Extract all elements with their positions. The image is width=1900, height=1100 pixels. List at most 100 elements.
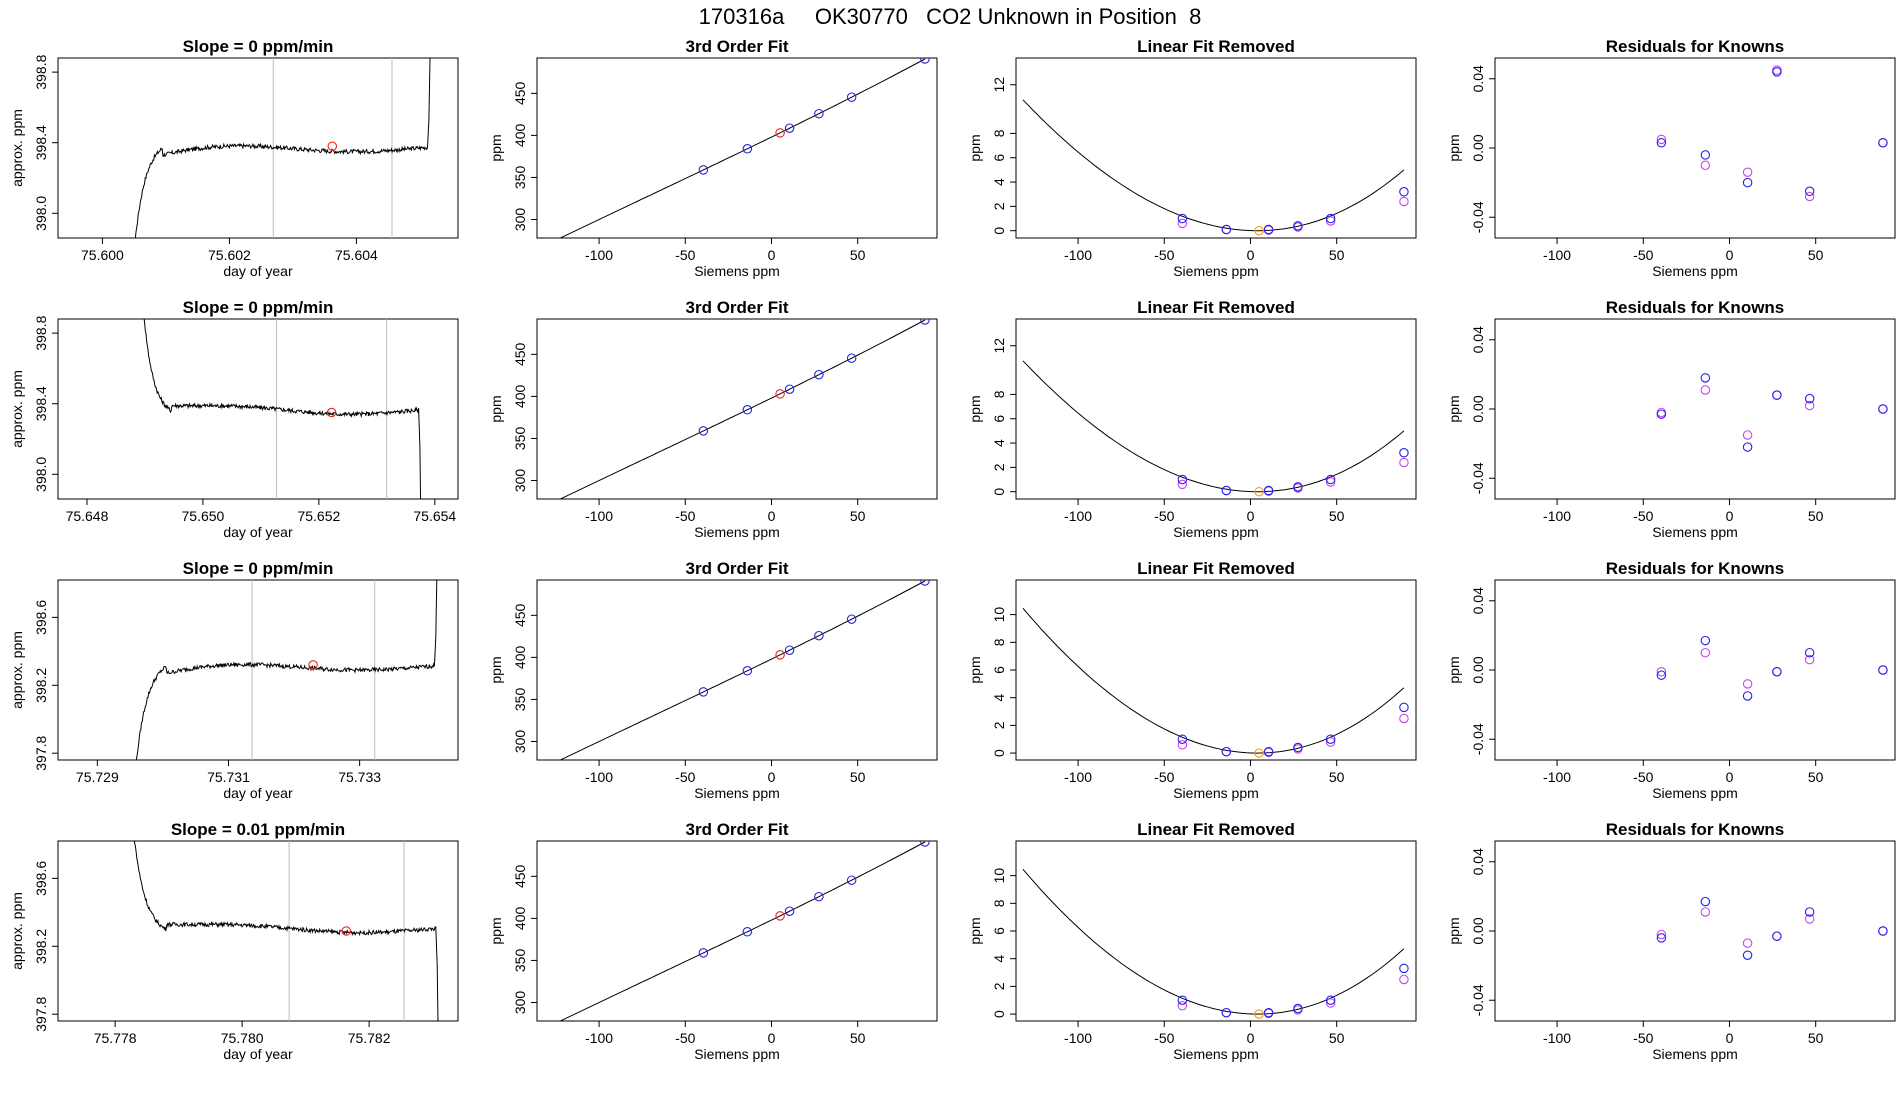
x-axis-label: Siemens ppm bbox=[1173, 785, 1259, 801]
plot-frame bbox=[536, 318, 938, 500]
y-axis-label: ppm bbox=[488, 134, 504, 161]
x-tick-label: 75.778 bbox=[94, 1030, 137, 1046]
x-tick-label: 50 bbox=[1329, 508, 1345, 524]
plot-area bbox=[1022, 99, 1409, 236]
known-standard-point bbox=[1399, 448, 1409, 458]
linear-fit-removed-plot: Linear Fit Removed -100 -50 0 50 0 2 4 6 8 12 Sieme… bbox=[967, 298, 1417, 540]
y-tick-label: 350 bbox=[512, 427, 528, 451]
x-tick-label: -100 bbox=[1543, 247, 1571, 263]
panel-title: Linear Fit Removed bbox=[1137, 298, 1295, 317]
x-tick-label: -100 bbox=[1064, 508, 1092, 524]
panel-title: Slope = 0.01 ppm/min bbox=[171, 820, 345, 839]
known-standard-point bbox=[1221, 746, 1232, 757]
panel-title: 3rd Order Fit bbox=[686, 37, 789, 56]
x-tick-label: -100 bbox=[585, 769, 613, 785]
residual-point-alt bbox=[1700, 907, 1711, 917]
known-point-alt bbox=[1399, 713, 1409, 724]
y-tick-label: 8 bbox=[991, 638, 1007, 646]
linear-fit-removed-plot: Linear Fit Removed -100 -50 0 50 0 2 4 6 8 10 Sieme… bbox=[967, 559, 1417, 801]
unknown-sample-point bbox=[1254, 225, 1264, 236]
residual-point bbox=[1772, 666, 1782, 677]
residuals-plot: Residuals for Knowns -100 -50 0 50 -0.04 0.00 0… bbox=[1446, 298, 1896, 540]
figure-row: Slope = 0 ppm/min 75.648 75.650 75.652 75.65… bbox=[9, 298, 1896, 540]
mean-point-marker bbox=[341, 926, 352, 936]
known-standard-point bbox=[1177, 734, 1188, 744]
known-point-alt bbox=[1177, 1001, 1188, 1011]
x-tick-label: 50 bbox=[1329, 247, 1345, 263]
x-tick-label: -100 bbox=[1543, 769, 1571, 785]
x-tick-label: 50 bbox=[1329, 769, 1345, 785]
y-tick-label: 450 bbox=[512, 603, 528, 627]
plot-area bbox=[1656, 635, 1888, 701]
known-standard-point bbox=[698, 426, 709, 436]
plot-area bbox=[133, 841, 439, 1021]
panel-title: Linear Fit Removed bbox=[1137, 559, 1295, 578]
x-axis-label: Siemens ppm bbox=[694, 785, 780, 801]
known-standard-point bbox=[784, 123, 795, 133]
x-tick-label: 50 bbox=[1808, 1030, 1824, 1046]
y-tick-label: 4 bbox=[991, 178, 1007, 186]
y-tick-label: 12 bbox=[991, 77, 1007, 93]
known-standard-point bbox=[784, 906, 795, 916]
y-tick-label: -0.04 bbox=[1470, 984, 1486, 1016]
fit-curve bbox=[559, 580, 926, 760]
residual-curve bbox=[1022, 99, 1405, 232]
y-tick-label: 398.2 bbox=[33, 668, 49, 703]
plot-frame bbox=[1494, 840, 1896, 1022]
y-tick-label: 398.0 bbox=[33, 196, 49, 231]
residual-point bbox=[1804, 647, 1815, 658]
residual-point bbox=[1656, 138, 1667, 148]
known-point-alt bbox=[1399, 974, 1409, 985]
x-tick-label: -50 bbox=[1633, 769, 1653, 785]
y-tick-label: 8 bbox=[991, 390, 1007, 398]
y-tick-label: 450 bbox=[512, 864, 528, 888]
residual-point bbox=[1656, 670, 1667, 680]
y-tick-label: 2 bbox=[991, 463, 1007, 471]
known-point-alt bbox=[1177, 479, 1188, 490]
timeseries-plot: Slope = 0 ppm/min 75.600 75.602 75.604 398.0… bbox=[9, 37, 459, 279]
known-standard-point bbox=[784, 645, 795, 655]
y-tick-label: -0.04 bbox=[1470, 723, 1486, 755]
residual-point bbox=[1804, 907, 1815, 917]
known-standard-point bbox=[814, 630, 824, 641]
x-tick-label: 50 bbox=[1808, 769, 1824, 785]
plot-frame bbox=[536, 840, 938, 1022]
y-tick-label: 0 bbox=[991, 749, 1007, 757]
plot-frame bbox=[57, 57, 459, 239]
x-tick-label: 0 bbox=[1247, 1030, 1255, 1046]
known-standard-point bbox=[920, 580, 930, 586]
known-standard-point bbox=[1293, 482, 1303, 492]
x-tick-label: 75.780 bbox=[221, 1030, 264, 1046]
known-standard-point bbox=[1325, 734, 1336, 744]
residual-point bbox=[1700, 896, 1711, 907]
y-tick-label: 398.4 bbox=[33, 125, 49, 160]
known-standard-point bbox=[920, 319, 930, 325]
known-standard-point bbox=[1221, 1007, 1232, 1018]
residual-point bbox=[1804, 186, 1815, 197]
y-axis-label: approx. ppm bbox=[9, 370, 25, 448]
known-standard-point bbox=[742, 144, 753, 154]
y-tick-label: 400 bbox=[512, 645, 528, 669]
residual-point bbox=[1772, 931, 1782, 941]
concentration-trace bbox=[134, 58, 431, 238]
known-point-alt bbox=[1399, 457, 1409, 468]
mean-point-marker bbox=[327, 141, 338, 151]
x-tick-label: -100 bbox=[1064, 769, 1092, 785]
residual-point bbox=[1804, 393, 1815, 404]
x-tick-label: -50 bbox=[1154, 247, 1174, 263]
x-tick-label: 75.733 bbox=[338, 769, 381, 785]
fit-curve bbox=[559, 319, 926, 499]
known-standard-point bbox=[814, 891, 824, 902]
plot-frame bbox=[57, 579, 459, 761]
known-standard-point bbox=[920, 841, 930, 847]
x-tick-label: -50 bbox=[1633, 508, 1653, 524]
y-axis-label: ppm bbox=[1446, 917, 1462, 944]
y-axis-label: ppm bbox=[1446, 134, 1462, 161]
y-tick-label: 350 bbox=[512, 949, 528, 973]
x-axis-label: day of year bbox=[223, 785, 293, 801]
plot-frame bbox=[1015, 318, 1417, 500]
y-tick-label: 398.6 bbox=[33, 600, 49, 635]
x-tick-label: -50 bbox=[1633, 247, 1653, 263]
known-standard-point bbox=[814, 369, 824, 380]
x-tick-label: 75.600 bbox=[81, 247, 124, 263]
